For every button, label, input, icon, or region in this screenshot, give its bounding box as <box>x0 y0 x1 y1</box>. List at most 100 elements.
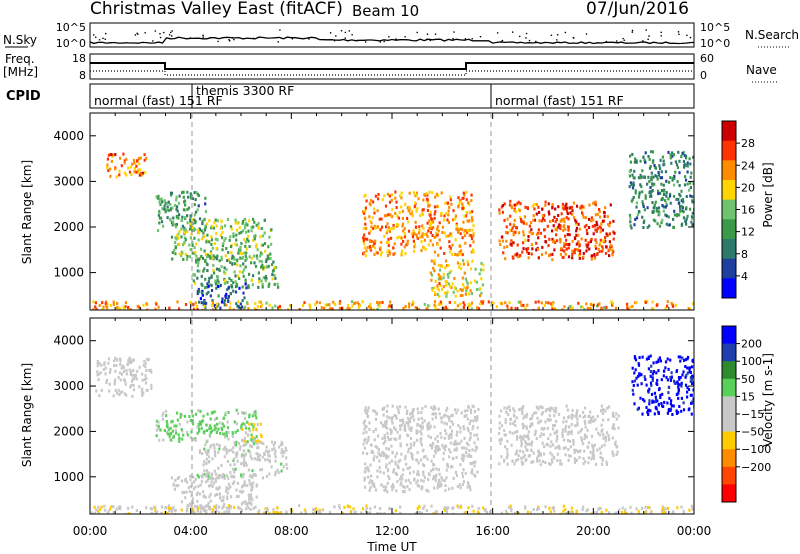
data-cell <box>219 306 222 310</box>
data-cell <box>229 485 232 489</box>
data-cell <box>648 157 651 161</box>
data-cell <box>559 224 562 228</box>
data-cell <box>244 500 247 504</box>
data-cell <box>274 470 277 474</box>
data-cell <box>174 223 177 227</box>
data-cell <box>268 282 271 286</box>
data-cell <box>274 455 277 459</box>
data-cell <box>596 223 599 227</box>
data-cell <box>445 432 448 436</box>
data-cell <box>459 463 462 467</box>
data-cell <box>203 460 206 464</box>
data-cell <box>287 308 290 310</box>
nsearch-point <box>104 32 107 35</box>
data-cell <box>385 240 388 244</box>
data-cell <box>211 299 214 302</box>
data-cell <box>242 291 245 295</box>
data-cell <box>651 150 655 154</box>
data-cell <box>394 190 397 194</box>
data-cell <box>550 458 553 462</box>
data-cell <box>592 201 595 205</box>
data-cell <box>282 465 285 469</box>
data-cell <box>131 377 135 381</box>
data-cell <box>692 360 694 364</box>
data-cell <box>592 446 595 450</box>
data-cell <box>426 426 430 430</box>
data-cell <box>426 457 429 461</box>
data-cell <box>422 226 425 230</box>
data-cell <box>541 411 544 415</box>
data-cell <box>366 415 370 418</box>
data-cell <box>238 447 242 451</box>
data-cell <box>318 301 321 305</box>
data-cell <box>537 306 540 310</box>
data-cell <box>172 216 175 220</box>
data-cell <box>229 301 232 305</box>
colorbar-swatch <box>722 278 736 299</box>
data-cell <box>373 505 377 509</box>
data-cell <box>657 209 660 213</box>
data-cell <box>462 457 465 461</box>
data-cell <box>575 204 579 208</box>
data-cell <box>116 358 119 362</box>
data-cell <box>385 225 388 229</box>
data-cell <box>386 415 389 419</box>
data-cell <box>217 280 220 284</box>
data-cell <box>574 459 577 462</box>
data-cell <box>404 252 407 256</box>
data-cell <box>253 237 256 241</box>
data-cell <box>608 240 611 244</box>
data-cell <box>577 450 581 454</box>
data-cell <box>504 418 507 422</box>
data-cell <box>321 508 324 512</box>
data-cell <box>651 400 654 404</box>
data-cell <box>385 447 388 451</box>
x-tick-label: 16:00 <box>475 524 510 538</box>
data-cell <box>460 505 463 509</box>
data-cell <box>570 429 573 433</box>
velocity-ylabel: Slant Range [km] <box>20 363 34 467</box>
data-cell <box>232 281 235 285</box>
data-cell <box>250 229 253 233</box>
data-cell <box>553 414 556 418</box>
data-cell <box>608 224 611 228</box>
data-cell <box>468 292 471 296</box>
data-cell <box>219 233 223 237</box>
data-cell <box>211 429 214 433</box>
data-cell <box>235 302 238 306</box>
colorbar-swatch <box>722 160 736 181</box>
data-cell <box>227 430 230 434</box>
data-cell <box>132 369 135 372</box>
data-cell <box>592 218 595 222</box>
nsearch-point <box>388 36 390 38</box>
data-cell <box>580 204 583 208</box>
data-cell <box>404 305 407 308</box>
data-cell <box>349 505 352 509</box>
data-cell <box>467 308 470 310</box>
data-cell <box>211 472 214 476</box>
data-cell <box>469 436 472 440</box>
data-cell <box>247 493 250 497</box>
data-cell <box>674 303 677 307</box>
data-cell <box>271 273 274 277</box>
data-cell <box>444 305 447 309</box>
data-cell <box>584 238 587 242</box>
data-cell <box>690 504 694 508</box>
data-cell <box>247 234 250 238</box>
data-cell <box>189 502 192 506</box>
data-cell <box>676 180 679 184</box>
data-cell <box>156 510 159 514</box>
data-cell <box>216 238 219 242</box>
data-cell <box>555 419 558 423</box>
data-cell <box>169 426 172 430</box>
data-cell <box>447 282 450 286</box>
data-cell <box>506 217 509 221</box>
data-cell <box>672 183 676 187</box>
data-cell <box>542 216 545 220</box>
data-cell <box>498 462 501 466</box>
data-cell <box>465 198 468 202</box>
data-cell <box>459 232 462 236</box>
data-cell <box>207 505 210 509</box>
data-cell <box>442 276 445 280</box>
